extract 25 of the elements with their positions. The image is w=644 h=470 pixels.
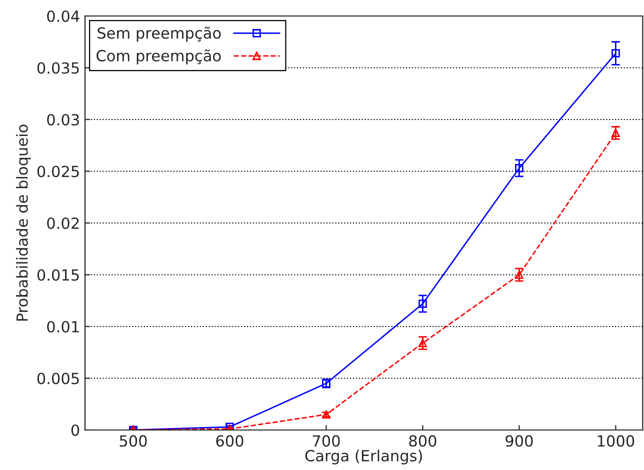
legend-label: Sem preempção	[98, 26, 221, 42]
x-tick-label: 600	[216, 435, 244, 447]
x-tick-label: 500	[120, 435, 147, 447]
y-tick-label: 0.01	[47, 320, 79, 333]
legend-label: Com preempção	[96, 49, 221, 64]
point	[612, 128, 620, 138]
point	[515, 270, 524, 279]
point	[418, 300, 427, 308]
y-tick-label: 0.02	[47, 217, 79, 230]
point	[612, 49, 620, 58]
y-tick-label: 0	[71, 424, 80, 436]
y-tick-label: 0.03	[47, 114, 79, 126]
point	[515, 164, 524, 172]
point	[418, 338, 427, 348]
y-tick-label: 0.025	[37, 166, 79, 178]
x-axis-title: Carga (Erlangs)	[305, 450, 422, 464]
x-tick-label: 900	[506, 435, 533, 447]
y-tick-label: 0.035	[37, 62, 79, 74]
y-tick-label: 0.005	[37, 372, 79, 384]
y-axis-title: Probabilidade de bloqueio	[16, 124, 31, 321]
x-tick-label: 800	[409, 435, 436, 447]
y-tick-label: 0.04	[47, 10, 80, 22]
y-tick-label: 0.015	[37, 269, 79, 281]
x-tick-label: 700	[312, 435, 340, 447]
x-tick-label: 1000	[598, 435, 634, 447]
